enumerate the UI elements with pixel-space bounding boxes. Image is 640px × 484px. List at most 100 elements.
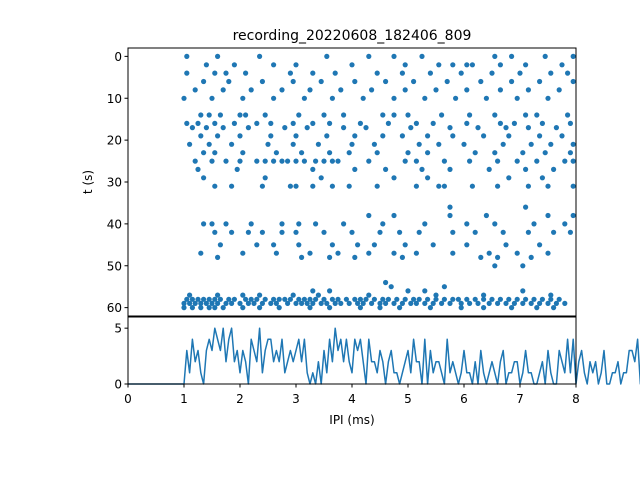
raster-point <box>310 183 316 189</box>
raster-point <box>304 300 310 306</box>
raster-points <box>181 53 576 311</box>
raster-point <box>259 300 265 306</box>
raster-point <box>509 305 515 311</box>
raster-point <box>467 300 473 306</box>
raster-point <box>268 300 274 306</box>
raster-point <box>321 112 327 118</box>
raster-point <box>301 296 307 302</box>
raster-point <box>383 300 389 306</box>
raster-point <box>413 120 419 126</box>
raster-point <box>363 125 369 131</box>
raster-point <box>492 112 498 118</box>
raster-point <box>525 229 532 235</box>
raster-point <box>419 53 425 60</box>
raster-point <box>215 53 221 60</box>
raster-point <box>229 229 235 235</box>
raster-point <box>531 296 537 302</box>
raster-point <box>215 300 221 306</box>
raster-point <box>335 296 341 302</box>
raster-point <box>486 300 492 306</box>
raster-point <box>293 300 299 306</box>
raster-point <box>481 305 487 311</box>
raster-point <box>346 183 352 189</box>
raster-point <box>464 221 470 227</box>
raster-point <box>391 175 397 181</box>
histogram-xtick-label: 3 <box>292 392 300 406</box>
raster-point <box>413 158 419 164</box>
raster-point <box>551 229 557 235</box>
raster-point <box>570 183 576 189</box>
raster-point <box>514 95 520 101</box>
raster-point <box>514 250 520 256</box>
raster-point <box>399 133 405 139</box>
raster-point <box>447 125 453 131</box>
raster-point <box>206 305 212 311</box>
raster-point <box>481 133 487 139</box>
raster-point <box>430 300 436 306</box>
raster-point <box>329 183 335 189</box>
raster-point <box>212 305 218 311</box>
raster-point <box>447 166 453 172</box>
raster-point <box>287 70 293 76</box>
raster-point <box>405 150 411 156</box>
raster-point <box>481 296 487 302</box>
raster-point <box>497 87 503 93</box>
raster-point <box>329 296 335 302</box>
raster-point <box>273 250 279 256</box>
raster-point <box>539 120 546 126</box>
raster-point <box>217 296 223 302</box>
raster-point <box>355 242 361 248</box>
raster-point <box>503 300 509 306</box>
histogram-xtick-label: 1 <box>180 392 188 406</box>
histogram-xtick-label: 7 <box>516 392 524 406</box>
raster-point <box>240 95 246 101</box>
raster-point <box>223 158 229 164</box>
raster-point <box>257 292 263 298</box>
raster-point <box>192 158 198 164</box>
raster-point <box>220 87 226 93</box>
raster-point <box>495 158 501 164</box>
raster-point <box>290 141 296 147</box>
raster-point <box>324 300 330 306</box>
raster-point <box>259 229 265 235</box>
raster-point <box>416 296 422 302</box>
raster-point <box>293 158 299 164</box>
raster-point <box>192 87 198 93</box>
raster-point <box>511 300 517 306</box>
raster-point <box>254 242 260 248</box>
raster-point <box>450 296 456 302</box>
raster-point <box>523 296 529 302</box>
raster-point <box>492 221 498 227</box>
raster-point <box>262 296 268 302</box>
raster-point <box>231 62 237 68</box>
raster-point <box>537 300 543 306</box>
raster-point <box>296 242 302 248</box>
raster-point <box>567 120 574 126</box>
raster-point <box>245 300 251 306</box>
raster-point <box>279 158 285 164</box>
raster-point <box>304 125 310 131</box>
raster-point <box>206 296 212 302</box>
raster-point <box>299 254 305 260</box>
raster-point <box>525 125 532 131</box>
raster-point <box>338 87 344 93</box>
raster-point <box>531 221 537 227</box>
raster-point <box>565 70 571 76</box>
histogram-xtick-label: 4 <box>348 392 356 406</box>
histogram-xlabel: IPI (ms) <box>329 413 374 427</box>
raster-point <box>352 78 358 85</box>
raster-point <box>548 70 554 76</box>
raster-point <box>520 300 526 306</box>
raster-point <box>441 296 447 302</box>
raster-point <box>181 95 187 101</box>
raster-point <box>335 250 341 256</box>
raster-point <box>408 300 414 306</box>
raster-point <box>444 78 450 85</box>
histogram-xtick-label: 0 <box>124 392 132 406</box>
raster-point <box>567 229 574 235</box>
histogram-xtick-label: 5 <box>404 392 412 406</box>
raster-point <box>237 133 243 139</box>
raster-point <box>380 296 386 302</box>
raster-point <box>433 296 439 302</box>
raster-point <box>310 70 316 76</box>
